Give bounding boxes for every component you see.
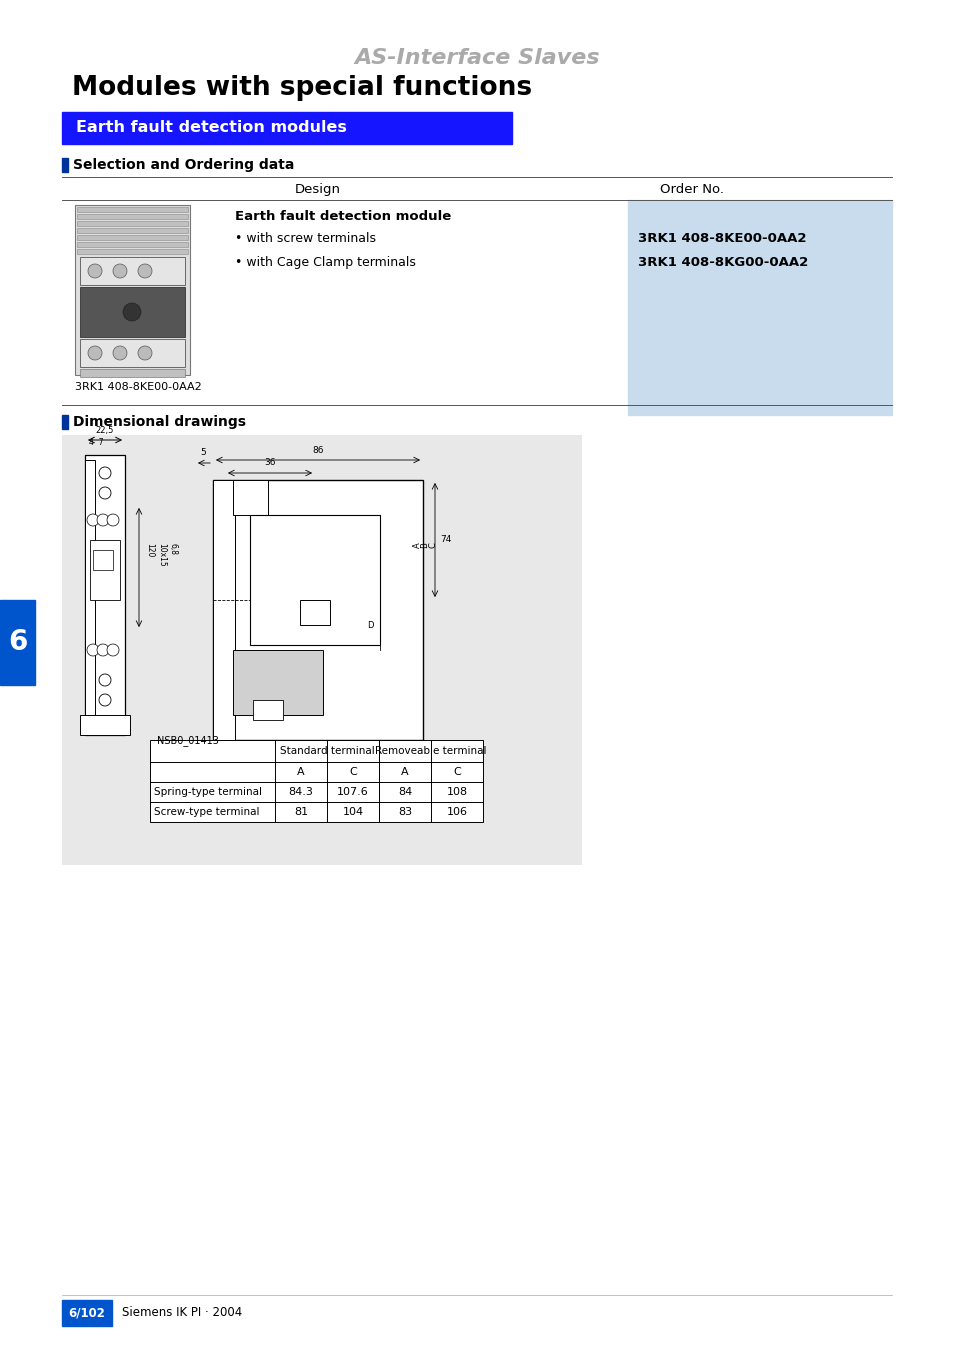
- Text: Modules with special functions: Modules with special functions: [71, 76, 532, 101]
- Circle shape: [88, 263, 102, 278]
- Bar: [77, 249, 188, 254]
- Text: 6: 6: [8, 628, 27, 657]
- Circle shape: [99, 694, 111, 707]
- Text: Removeable terminal: Removeable terminal: [375, 746, 486, 757]
- Circle shape: [97, 644, 109, 657]
- Bar: [62, 112, 512, 145]
- Bar: [253, 700, 283, 720]
- Bar: [77, 242, 188, 247]
- Bar: [233, 650, 323, 715]
- Bar: [92, 550, 112, 570]
- Bar: [150, 740, 482, 821]
- Circle shape: [99, 486, 111, 499]
- Text: 106: 106: [446, 807, 467, 817]
- Bar: [233, 480, 268, 515]
- Text: Screw-type terminal: Screw-type terminal: [153, 807, 259, 817]
- Text: 22,5: 22,5: [95, 426, 114, 435]
- Text: 83: 83: [397, 807, 412, 817]
- Bar: [80, 369, 185, 377]
- Text: Order No.: Order No.: [659, 182, 723, 196]
- Circle shape: [112, 346, 127, 359]
- Text: 74: 74: [439, 535, 451, 544]
- Text: A: A: [297, 767, 305, 777]
- Text: Siemens IK PI · 2004: Siemens IK PI · 2004: [122, 1306, 242, 1320]
- Text: 6/102: 6/102: [69, 1306, 106, 1320]
- Text: 108: 108: [446, 788, 467, 797]
- Circle shape: [138, 346, 152, 359]
- Circle shape: [99, 674, 111, 686]
- Text: 81: 81: [294, 807, 308, 817]
- Bar: [85, 459, 95, 730]
- Text: Spring-type terminal: Spring-type terminal: [153, 788, 262, 797]
- Text: Selection and Ordering data: Selection and Ordering data: [73, 158, 294, 172]
- Text: 4  7: 4 7: [89, 438, 103, 447]
- Text: 3RK1 408-8KE00-0AA2: 3RK1 408-8KE00-0AA2: [75, 382, 201, 392]
- Circle shape: [123, 303, 141, 322]
- Text: Earth fault detection module: Earth fault detection module: [234, 209, 451, 223]
- Bar: [0, 600, 35, 685]
- Bar: [75, 205, 190, 376]
- Bar: [627, 200, 891, 415]
- Circle shape: [99, 467, 111, 480]
- Circle shape: [112, 263, 127, 278]
- Bar: [213, 480, 422, 740]
- Circle shape: [87, 644, 99, 657]
- Bar: [77, 213, 188, 219]
- Text: C: C: [453, 767, 460, 777]
- Bar: [299, 600, 330, 626]
- Text: 6,8
10x15
120: 6,8 10x15 120: [145, 543, 177, 567]
- Bar: [62, 1300, 112, 1325]
- Circle shape: [138, 263, 152, 278]
- Text: 3RK1 408-8KG00-0AA2: 3RK1 408-8KG00-0AA2: [638, 255, 807, 269]
- Text: 107.6: 107.6: [336, 788, 369, 797]
- Bar: [213, 480, 234, 740]
- Text: • with Cage Clamp terminals: • with Cage Clamp terminals: [234, 255, 416, 269]
- Bar: [80, 715, 130, 735]
- Text: C: C: [349, 767, 356, 777]
- Text: 5: 5: [200, 449, 206, 457]
- Bar: [80, 286, 185, 336]
- Text: A: A: [401, 767, 409, 777]
- Circle shape: [87, 513, 99, 526]
- Text: Earth fault detection modules: Earth fault detection modules: [76, 120, 347, 135]
- Bar: [77, 222, 188, 226]
- Circle shape: [107, 513, 119, 526]
- Text: A: A: [412, 542, 421, 549]
- Text: 104: 104: [342, 807, 363, 817]
- Text: • with screw terminals: • with screw terminals: [234, 232, 375, 245]
- Text: 84: 84: [397, 788, 412, 797]
- Circle shape: [107, 644, 119, 657]
- Bar: [62, 158, 68, 172]
- Text: 84.3: 84.3: [288, 788, 314, 797]
- Text: Dimensional drawings: Dimensional drawings: [73, 415, 246, 430]
- Circle shape: [88, 346, 102, 359]
- Bar: [80, 257, 185, 285]
- Bar: [77, 207, 188, 212]
- Bar: [62, 435, 581, 865]
- Bar: [77, 228, 188, 232]
- Bar: [62, 415, 68, 430]
- Text: C: C: [428, 542, 437, 549]
- Bar: [80, 339, 185, 367]
- Text: AS-Interface Slaves: AS-Interface Slaves: [354, 49, 599, 68]
- Text: B: B: [420, 542, 429, 549]
- Text: NSB0_01413: NSB0_01413: [157, 735, 218, 746]
- Bar: [90, 540, 120, 600]
- Text: 86: 86: [312, 446, 323, 455]
- Text: 3RK1 408-8KE00-0AA2: 3RK1 408-8KE00-0AA2: [638, 232, 805, 245]
- Bar: [250, 515, 379, 644]
- Text: Standard terminal: Standard terminal: [279, 746, 374, 757]
- Text: 36: 36: [264, 458, 275, 467]
- Bar: [85, 455, 125, 735]
- Bar: [77, 235, 188, 240]
- Text: D: D: [366, 620, 373, 630]
- Text: Design: Design: [294, 182, 340, 196]
- Circle shape: [97, 513, 109, 526]
